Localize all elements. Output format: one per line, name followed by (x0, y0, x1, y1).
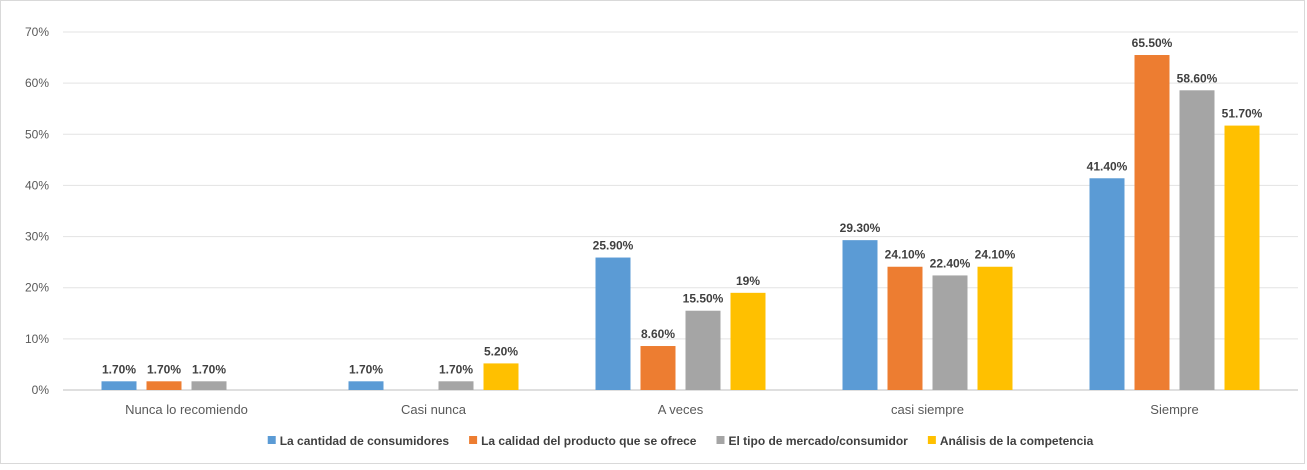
data-label: 1.70% (147, 362, 181, 376)
legend-item: Análisis de la competencia (927, 434, 1094, 448)
legend-label: La calidad del producto que se ofrece (481, 434, 697, 448)
y-tick-label: 20% (25, 281, 49, 295)
data-label: 65.50% (1132, 36, 1173, 50)
bar (438, 381, 474, 390)
legend-label: El tipo de mercado/consumidor (728, 434, 908, 448)
bar (730, 292, 766, 390)
data-label: 1.70% (439, 362, 473, 376)
data-label: 58.60% (1177, 71, 1218, 85)
bar (191, 381, 227, 390)
data-label: 29.30% (840, 221, 881, 235)
y-tick-label: 30% (25, 230, 49, 244)
bar (977, 266, 1013, 390)
y-tick-label: 40% (25, 178, 49, 192)
data-label: 1.70% (349, 362, 383, 376)
bar (348, 381, 384, 390)
bar (842, 240, 878, 390)
bar (1179, 90, 1215, 390)
data-label: 22.40% (930, 256, 971, 270)
bar (1224, 125, 1260, 390)
data-label: 19% (736, 274, 760, 288)
data-label: 1.70% (192, 362, 226, 376)
y-axis: 0% 10% 20% 30% 40% 50% 60% 70% (25, 25, 49, 397)
bar (146, 381, 182, 390)
bar (101, 381, 137, 390)
gridlines (63, 31, 1298, 391)
x-category-label: A veces (658, 402, 704, 417)
bar (1134, 55, 1170, 391)
y-tick-label: 50% (25, 127, 49, 141)
data-label: 8.60% (641, 327, 675, 341)
legend: La cantidad de consumidores La calidad de… (267, 434, 1094, 448)
data-label: 1.70% (102, 362, 136, 376)
bar (685, 310, 721, 390)
data-label: 51.70% (1222, 107, 1263, 121)
bar (595, 257, 631, 390)
x-category-label: Nunca lo recomiendo (125, 402, 248, 417)
y-tick-label: 70% (25, 25, 49, 39)
data-label: 25.90% (593, 239, 634, 253)
y-tick-label: 10% (25, 332, 49, 346)
x-category-label: casi siempre (891, 402, 964, 417)
bar (1089, 178, 1125, 390)
y-tick-label: 60% (25, 76, 49, 90)
legend-swatch (927, 436, 936, 444)
data-labels: 1.70% 1.70% 1.70% 1.70% 1.70% 5.20% 25.90% 8.60… (102, 36, 1263, 376)
data-label: 24.10% (885, 248, 926, 262)
data-label: 5.20% (484, 344, 518, 358)
x-category-label: Casi nunca (401, 402, 467, 417)
data-label: 24.10% (975, 248, 1016, 262)
legend-item: La cantidad de consumidores (267, 434, 450, 448)
bar (640, 346, 676, 390)
legend-item: La calidad del producto que se ofrece (469, 434, 697, 448)
x-category-label: Siempre (1150, 402, 1198, 417)
bars (101, 55, 1260, 391)
data-label: 41.40% (1087, 159, 1128, 173)
data-label: 15.50% (683, 292, 724, 306)
y-tick-label: 0% (32, 383, 50, 397)
legend-swatch (716, 436, 725, 444)
bar (483, 363, 519, 390)
bar (887, 266, 923, 390)
legend-swatch (469, 436, 478, 444)
legend-label: Análisis de la competencia (940, 434, 1094, 448)
legend-swatch (267, 436, 276, 444)
legend-label: La cantidad de consumidores (280, 434, 450, 448)
legend-item: El tipo de mercado/consumidor (716, 434, 908, 448)
x-axis: Nunca lo recomiendo Casi nunca A veces casi… (125, 402, 1199, 417)
bar (932, 275, 968, 390)
